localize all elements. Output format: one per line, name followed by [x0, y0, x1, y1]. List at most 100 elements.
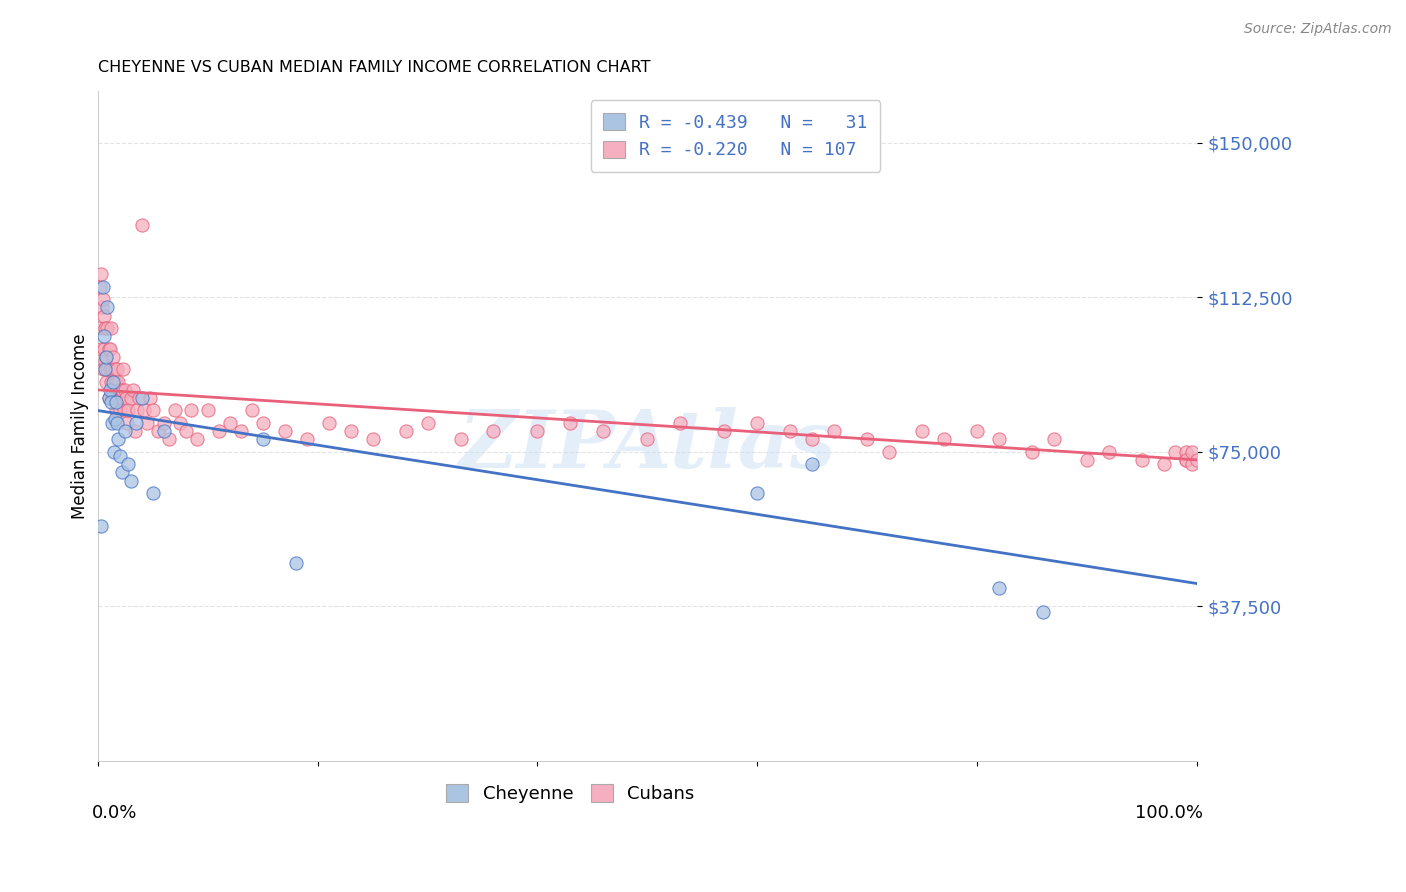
Point — [1175, 453, 1198, 467]
Point — [117, 457, 139, 471]
Point — [1164, 444, 1187, 458]
Point — [1032, 606, 1054, 620]
Point — [107, 391, 129, 405]
Point — [115, 391, 138, 405]
Point — [1181, 444, 1204, 458]
Point — [110, 391, 132, 405]
Point — [152, 424, 174, 438]
Point — [592, 424, 614, 438]
Point — [856, 433, 879, 447]
Point — [174, 424, 197, 438]
Point — [111, 465, 134, 479]
Point — [240, 403, 263, 417]
Point — [1130, 453, 1153, 467]
Point — [394, 424, 416, 438]
Point — [131, 218, 153, 232]
Legend: Cheyenne, Cubans: Cheyenne, Cubans — [437, 775, 703, 812]
Point — [169, 416, 191, 430]
Point — [112, 403, 135, 417]
Point — [114, 424, 136, 438]
Point — [111, 362, 134, 376]
Point — [91, 280, 114, 294]
Point — [361, 433, 384, 447]
Point — [229, 424, 252, 438]
Point — [801, 457, 824, 471]
Point — [120, 474, 142, 488]
Point — [98, 362, 121, 376]
Point — [105, 375, 128, 389]
Point — [966, 424, 988, 438]
Point — [94, 354, 117, 368]
Point — [105, 383, 128, 397]
Point — [104, 411, 127, 425]
Point — [104, 391, 127, 405]
Point — [988, 581, 1011, 595]
Point — [100, 321, 122, 335]
Point — [128, 391, 150, 405]
Point — [157, 433, 180, 447]
Text: Source: ZipAtlas.com: Source: ZipAtlas.com — [1244, 22, 1392, 37]
Point — [91, 292, 114, 306]
Point — [560, 416, 582, 430]
Point — [93, 342, 115, 356]
Point — [105, 395, 128, 409]
Point — [180, 403, 202, 417]
Point — [252, 416, 274, 430]
Point — [101, 362, 124, 376]
Point — [101, 391, 124, 405]
Point — [89, 280, 111, 294]
Point — [91, 362, 114, 376]
Point — [988, 433, 1011, 447]
Point — [416, 416, 439, 430]
Point — [127, 403, 149, 417]
Point — [117, 416, 139, 430]
Point — [101, 383, 124, 397]
Point — [1076, 453, 1098, 467]
Point — [114, 383, 136, 397]
Point — [823, 424, 845, 438]
Text: ZIPAtlas: ZIPAtlas — [458, 408, 837, 484]
Point — [139, 391, 162, 405]
Point — [252, 433, 274, 447]
Point — [879, 444, 901, 458]
Point — [104, 362, 127, 376]
Point — [101, 350, 124, 364]
Point — [96, 301, 118, 315]
Point — [295, 433, 318, 447]
Point — [103, 391, 125, 405]
Point — [125, 416, 148, 430]
Point — [152, 416, 174, 430]
Point — [107, 433, 129, 447]
Point — [97, 342, 120, 356]
Point — [131, 391, 153, 405]
Point — [97, 391, 120, 405]
Y-axis label: Median Family Income: Median Family Income — [72, 334, 89, 518]
Point — [121, 383, 143, 397]
Point — [450, 433, 472, 447]
Point — [1153, 457, 1175, 471]
Point — [90, 342, 112, 356]
Point — [801, 433, 824, 447]
Point — [911, 424, 934, 438]
Point — [101, 375, 124, 389]
Point — [1098, 444, 1121, 458]
Point — [103, 444, 125, 458]
Point — [218, 416, 240, 430]
Point — [120, 391, 142, 405]
Point — [93, 329, 115, 343]
Point — [100, 395, 122, 409]
Point — [87, 321, 110, 335]
Point — [747, 416, 769, 430]
Point — [934, 433, 956, 447]
Point — [1181, 457, 1204, 471]
Point — [96, 350, 118, 364]
Point — [1187, 453, 1209, 467]
Point — [98, 342, 121, 356]
Point — [105, 403, 128, 417]
Point — [136, 416, 159, 430]
Point — [91, 301, 114, 315]
Point — [105, 362, 128, 376]
Point — [108, 383, 131, 397]
Point — [669, 416, 692, 430]
Point — [637, 433, 659, 447]
